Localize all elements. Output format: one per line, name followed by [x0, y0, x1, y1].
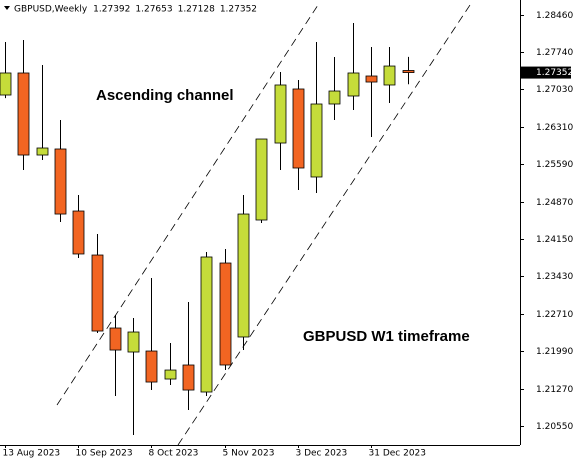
- y-tick-label: 1.26310: [536, 123, 573, 133]
- title-ohlc: 1.27392: [93, 5, 130, 15]
- y-tick-label: 1.24870: [536, 198, 573, 208]
- candle-body: [292, 88, 305, 169]
- candle-body: [237, 213, 250, 338]
- y-tick-label: 1.20550: [536, 422, 573, 432]
- candle-body: [17, 72, 30, 156]
- current-price-box: [521, 66, 571, 79]
- annotation: GBPUSD W1 timeframe: [303, 328, 470, 345]
- candle-body: [328, 90, 341, 105]
- candle-body: [365, 75, 378, 83]
- y-tick-label: 1.27030: [536, 85, 573, 95]
- candle-body: [402, 70, 415, 73]
- y-tick-label: 1.22710: [536, 310, 573, 320]
- candle-body: [72, 210, 85, 255]
- y-tick-label: 1.23430: [536, 272, 573, 282]
- candle-body: [383, 65, 396, 86]
- candle-body: [219, 262, 232, 366]
- candle-body: [255, 138, 268, 221]
- x-tick-label: 10 Sep 2023: [76, 449, 133, 459]
- title-ohlc: 1.27352: [220, 5, 257, 15]
- candle-body: [54, 148, 67, 215]
- candle-body: [145, 350, 158, 383]
- x-tick-label: 13 Aug 2023: [3, 449, 61, 459]
- y-tick-label: 1.21990: [536, 347, 573, 357]
- y-tick-label: 1.21270: [536, 385, 573, 395]
- title-ohlc: 1.27653: [135, 5, 172, 15]
- title-ohlc: 1.27128: [178, 5, 215, 15]
- candle-body: [182, 364, 195, 391]
- y-tick-label: 1.28460: [536, 11, 573, 21]
- candle-body: [0, 72, 12, 96]
- channel-upper: [56, 4, 319, 406]
- y-tick-label: 1.27740: [536, 48, 573, 58]
- title-arrow: [4, 6, 10, 10]
- candle-body: [347, 72, 360, 97]
- channel-lower: [177, 4, 471, 446]
- candle-body: [127, 331, 140, 353]
- candle-body: [274, 84, 287, 144]
- chart-title: GBPUSD,Weekly: [14, 5, 88, 15]
- candle-body: [310, 103, 323, 178]
- title-row: GBPUSD,Weekly: [14, 5, 88, 15]
- y-tick-label: 1.24150: [536, 235, 573, 245]
- candle-body: [164, 369, 177, 380]
- x-tick-label: 8 Oct 2023: [149, 449, 199, 459]
- x-tick-label: 3 Dec 2023: [296, 449, 348, 459]
- candle-body: [109, 327, 122, 351]
- x-tick-label: 5 Nov 2023: [223, 449, 275, 459]
- candle-body: [36, 147, 49, 156]
- candle-body: [91, 254, 104, 332]
- y-tick-label: 1.25590: [536, 160, 573, 170]
- current-price-label: 1.27352: [536, 68, 573, 78]
- candle-body: [200, 256, 213, 393]
- x-tick-label: 31 Dec 2023: [369, 449, 427, 459]
- annotation: Ascending channel: [96, 87, 234, 104]
